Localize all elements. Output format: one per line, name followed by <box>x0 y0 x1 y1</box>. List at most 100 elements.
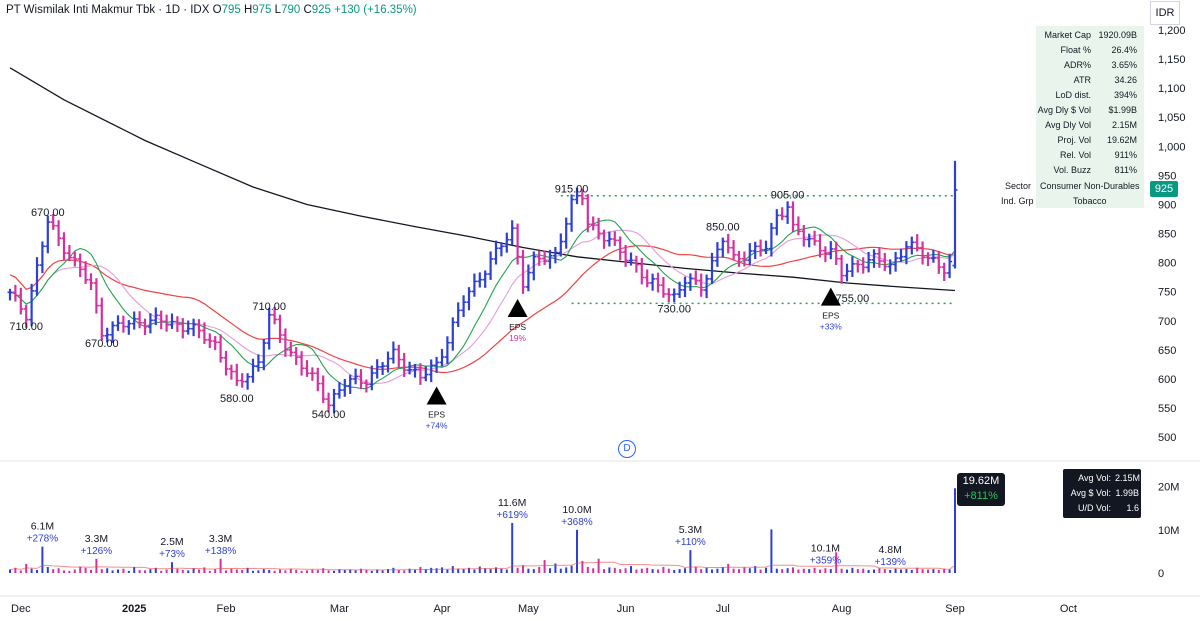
stat-label: Float % <box>1060 45 1091 55</box>
stat-label: Avg Dly $ Vol <box>1037 105 1091 115</box>
earnings-label: EPS <box>509 322 526 332</box>
industry-value: Tobacco <box>1073 196 1107 206</box>
price-tick-label: 500 <box>1158 432 1176 444</box>
high-value: 975 <box>252 4 272 16</box>
price-label: 670.00 <box>85 338 119 350</box>
time-tick-label: 2025 <box>122 603 146 615</box>
time-tick-label: Jul <box>716 603 730 615</box>
price-label: 540.00 <box>312 409 346 421</box>
close-label: C <box>303 4 312 16</box>
price-candles[interactable] <box>7 160 958 414</box>
volume-info-value: 2.15M <box>1115 473 1141 483</box>
low-label: L <box>274 4 282 16</box>
earnings-label: EPS <box>822 311 839 321</box>
price-tick-label: 1,050 <box>1158 112 1186 124</box>
volume-annotation-value: 2.5M <box>160 536 183 548</box>
stat-label: LoD dist. <box>1055 90 1091 100</box>
price-label: 670.00 <box>31 207 65 219</box>
dividend-marker[interactable]: D <box>618 440 636 458</box>
price-tick-label: 1,100 <box>1158 83 1186 95</box>
volume-annotation-change: +126% <box>81 546 113 557</box>
grid <box>0 460 1200 597</box>
stat-value: 1920.09B <box>1098 30 1137 40</box>
ma-50-line <box>9 245 956 374</box>
volume-info-label: Avg Vol: <box>1078 473 1111 483</box>
price-tick-label: 700 <box>1158 316 1176 328</box>
volume-annotation-change: +359% <box>810 555 842 566</box>
volume-annotation-value: 10.0M <box>562 504 591 516</box>
stats-panel-background <box>1036 26 1144 208</box>
price-tick-label: 800 <box>1158 258 1176 270</box>
stat-row: Proj. Vol 19.62M <box>1005 133 1137 148</box>
volume-annotations: 6.1M+278% 3.3M+126%2.5M+73%3.3M+138%11.6M… <box>27 497 906 568</box>
price-tick-label: 1,150 <box>1158 54 1186 66</box>
price-label: 755.00 <box>836 293 870 305</box>
time-tick-label: Dec <box>11 603 31 615</box>
volume-info-row: U/D Vol: 1.6 <box>1063 501 1141 516</box>
price-labels: 670.00 710.00 670.00 710.00 580.00 540.00 915.… <box>9 184 869 422</box>
close-value: 925 <box>311 4 331 16</box>
volume-annotation-change: +138% <box>205 546 237 557</box>
price-tick-label: 850 <box>1158 229 1176 241</box>
price-tick-label: 550 <box>1158 403 1176 415</box>
earnings-triangle-icon <box>820 287 841 306</box>
volume-info-value: 1.6 <box>1126 503 1139 513</box>
volume-annotation-change: +110% <box>675 537 706 548</box>
price-label: 730.00 <box>657 303 691 315</box>
volume-tag-value: 19.62M <box>962 475 1000 487</box>
time-tick-label: Jun <box>617 603 635 615</box>
open-value: 795 <box>221 4 241 16</box>
earnings-triangle-icon <box>426 386 447 405</box>
stat-row: Avg Dly $ Vol $1.99B <box>1005 103 1137 118</box>
stat-value: 2.15M <box>1111 120 1137 130</box>
stat-row: ADR% 3.65% <box>1005 58 1137 73</box>
stat-row: Market Cap 1920.09B <box>1005 28 1137 43</box>
stat-value: 34.26 <box>1114 75 1137 85</box>
stat-value: 811% <box>1114 165 1137 175</box>
price-tick-label: 600 <box>1158 374 1176 386</box>
price-label: 905.00 <box>771 189 805 201</box>
ma-200-line <box>9 67 956 292</box>
stat-row: Float % 26.4% <box>1005 43 1137 58</box>
axes: 500 550 600 650 700 750 800 850 900 950 1,000 1,050… <box>11 25 1186 615</box>
currency-button[interactable]: IDR <box>1150 1 1180 25</box>
stat-label: ADR% <box>1063 60 1091 70</box>
volume-annotation-change: +73% <box>159 549 185 560</box>
stat-row: ATR 34.26 <box>1005 73 1137 88</box>
volume-annotation-value: 4.8M <box>879 544 902 556</box>
moving-averages <box>9 67 956 390</box>
volume-annotation-value: 10.1M <box>811 542 840 554</box>
earnings-change: 19% <box>509 333 526 343</box>
price-tick-label: 1,000 <box>1158 141 1186 153</box>
price-tick-label: 900 <box>1158 199 1176 211</box>
stat-value: 394% <box>1113 90 1137 100</box>
symbol-header: PT Wismilak Inti Makmur Tbk · 1D · IDX O… <box>6 4 417 16</box>
volume-annotation-change: +619% <box>496 510 528 521</box>
time-tick-label: Aug <box>832 603 852 615</box>
ma-10-line <box>9 219 956 390</box>
volume-tag: 19.62M +811% <box>957 473 1005 506</box>
price-label: 915.00 <box>555 184 589 196</box>
price-label: 850.00 <box>706 221 740 233</box>
time-tick-label: May <box>518 603 539 615</box>
stat-value: $1.99B <box>1108 105 1137 115</box>
price-tick-label: 1,200 <box>1158 25 1186 37</box>
stat-value: 26.4% <box>1111 45 1137 55</box>
support-resistance-levels <box>560 194 955 305</box>
volume-tick-label: 0 <box>1158 568 1164 580</box>
volume-info-box: Avg Vol: 2.15M Avg $ Vol: 1.99B U/D Vol: 1.6 <box>1063 469 1141 518</box>
price-label: 580.00 <box>220 393 254 405</box>
stat-label: ATR <box>1073 75 1091 85</box>
volume-annotation-change: +368% <box>561 517 593 528</box>
price-label: 710.00 <box>9 321 43 333</box>
stat-value: 911% <box>1114 150 1137 160</box>
price-tick-label: 750 <box>1158 287 1176 299</box>
sector-value: Consumer Non-Durables <box>1040 181 1140 191</box>
industry-label: Ind. Grp <box>1001 196 1034 206</box>
volume-annotation-value: 6.1M <box>31 521 54 533</box>
earnings-change: +74% <box>426 421 448 431</box>
volume-tick-label: 20M <box>1158 482 1179 494</box>
time-tick-label: Oct <box>1060 603 1077 615</box>
